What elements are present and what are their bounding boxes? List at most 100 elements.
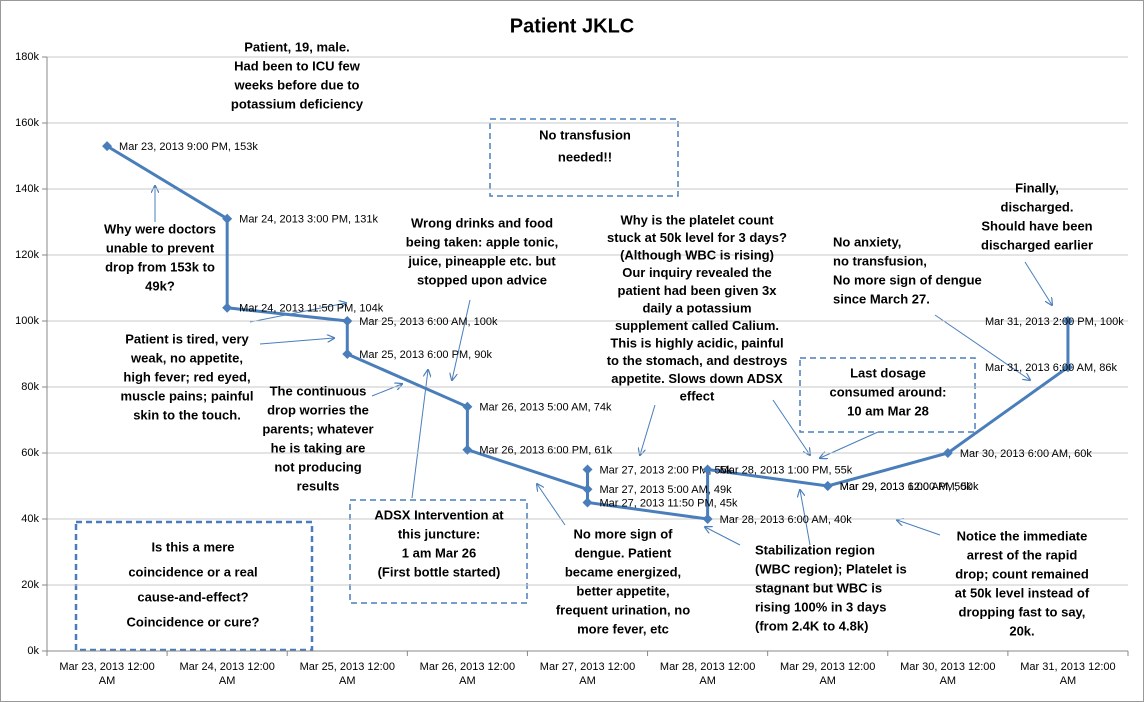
annotation: supplement called Calium. — [615, 318, 779, 333]
data-point — [462, 401, 473, 412]
annotation: Is this a mere — [151, 539, 234, 554]
annotation: not producing — [274, 459, 361, 474]
annotation: weeks before due to — [234, 77, 360, 92]
annotation: Patient, 19, male. — [244, 39, 350, 54]
annotation: weak, no appetite, — [130, 350, 243, 365]
data-label: Mar 28, 2013 6:00 AM, 40k — [720, 514, 853, 526]
data-point — [342, 349, 353, 359]
annotation: 1 am Mar 26 — [402, 545, 476, 560]
x-tick-label: Mar 28, 2013 12:00 AM — [659, 661, 756, 687]
x-tick-label: Mar 29, 2013 12:00 AM — [780, 661, 876, 687]
annotation: stagnant but WBC is — [755, 580, 882, 595]
x-tick-label: Mar 27, 2013 12:00 AM — [539, 661, 636, 687]
annotation: results — [297, 478, 340, 493]
annotation: needed!! — [558, 149, 612, 164]
annotation: (from 2.4K to 4.8k) — [755, 618, 868, 633]
y-tick-label: 40k — [21, 513, 39, 525]
data-point — [462, 444, 473, 455]
data-label: Mar 27, 2013 11:50 PM, 45k — [600, 497, 738, 509]
data-label: Mar 29, 2013 12:00 PM, 50k — [840, 481, 979, 493]
annotation: discharged. — [1001, 199, 1074, 214]
y-tick-label: 60k — [21, 447, 39, 459]
annotation: Patient is tired, very — [125, 331, 249, 346]
data-label: Mar 29, 2013 6:00 AM, 50k — [840, 481, 973, 493]
annotation: discharged earlier — [981, 237, 1093, 252]
data-label: Mar 27, 2013 2:00 PM, 55k — [600, 464, 733, 476]
annotation: cause-and-effect? — [137, 589, 248, 604]
annotation: Wrong drinks and food — [411, 215, 553, 230]
annotation: coincidence or a real — [128, 564, 257, 579]
data-point — [582, 464, 593, 475]
x-tick-label: Mar 25, 2013 12:00 AM — [299, 661, 395, 687]
chart-title: Patient JKLC — [510, 15, 634, 37]
data-label: Mar 23, 2013 9:00 PM, 153k — [119, 141, 258, 153]
annotation: No more sign of — [574, 526, 674, 541]
annotation: dengue. Patient — [575, 545, 672, 560]
annotation: juice, pineapple etc. but — [407, 253, 556, 268]
annotation: Why is the platelet count — [620, 212, 774, 227]
data-label: Mar 31, 2013 6:00 AM, 86k — [985, 362, 1118, 374]
data-point — [222, 213, 233, 224]
data-point — [822, 481, 833, 491]
annotation: skin to the touch. — [133, 407, 241, 422]
annotation: ADSX Intervention at — [374, 507, 504, 522]
y-tick-label: 80k — [21, 381, 39, 393]
y-tick-label: 140k — [15, 183, 39, 195]
x-tick-label: Mar 26, 2013 12:00 AM — [419, 661, 516, 687]
annotation: Coincidence or cure? — [127, 614, 260, 629]
annotation: Last dosage — [850, 365, 926, 380]
annotation: became energized, — [565, 564, 681, 579]
data-label: Mar 24, 2013 3:00 PM, 131k — [239, 214, 378, 226]
data-label: Mar 26, 2013 6:00 PM, 61k — [479, 445, 612, 457]
annotation: since March 27. — [833, 291, 930, 306]
y-tick-label: 120k — [15, 249, 39, 261]
annotation: this juncture: — [398, 526, 480, 541]
annotation: Stabilization region — [755, 542, 875, 557]
y-tick-label: 180k — [15, 51, 39, 63]
annotation: No anxiety, — [833, 234, 901, 249]
annotation: dropping fast to say, — [959, 604, 1086, 619]
annotation: 20k. — [1009, 623, 1034, 638]
data-point — [582, 497, 593, 508]
data-point — [342, 316, 353, 326]
annotation: at 50k level instead of — [955, 585, 1090, 600]
annotation: effect — [680, 388, 715, 403]
annotation: Finally, — [1015, 180, 1059, 195]
data-label: Mar 26, 2013 5:00 AM, 74k — [479, 402, 612, 414]
annotation: (First bottle started) — [378, 564, 501, 579]
annotation: arrest of the rapid — [967, 547, 1078, 562]
data-label: Mar 25, 2013 6:00 PM, 90k — [359, 349, 492, 361]
annotation: high fever; red eyed, — [123, 369, 250, 384]
annotation: Should have been — [981, 218, 1092, 233]
annotation: being taken: apple tonic, — [406, 234, 558, 249]
annotation: stuck at 50k level for 3 days? — [607, 230, 787, 245]
annotation: 49k? — [145, 278, 175, 293]
annotation: (WBC region); Platelet is — [755, 561, 907, 576]
x-tick-label: Mar 31, 2013 12:00 AM — [1020, 661, 1116, 687]
annotation: he is taking are — [271, 440, 366, 455]
annotation: patient had been given 3x — [618, 283, 778, 298]
x-tick-label: Mar 24, 2013 12:00 AM — [179, 661, 275, 687]
annotation: muscle pains; painful — [121, 388, 254, 403]
annotation: The continuous — [270, 383, 367, 398]
data-point — [702, 514, 713, 524]
annotation: daily a potassium — [642, 300, 751, 315]
annotation: (Although WBC is rising) — [620, 248, 774, 263]
data-label: Mar 25, 2013 6:00 AM, 100k — [359, 316, 498, 328]
annotation: drop from 153k to — [105, 259, 215, 274]
y-tick-label: 100k — [15, 315, 39, 327]
data-label: Mar 27, 2013 5:00 AM, 49k — [600, 484, 733, 496]
data-point — [222, 302, 233, 313]
x-tick-label: Mar 30, 2013 12:00 AM — [900, 661, 996, 687]
data-point — [702, 464, 713, 475]
data-point — [942, 448, 953, 458]
annotation: unable to prevent — [106, 240, 215, 255]
data-label: Mar 24, 2013 11:50 PM, 104k — [239, 303, 384, 315]
annotation: This is highly acidic, painful — [610, 336, 783, 351]
annotation: potassium deficiency — [231, 96, 364, 111]
annotation: 10 am Mar 28 — [847, 403, 929, 418]
annotation: Had been to ICU few — [234, 58, 361, 73]
annotation: better appetite, — [576, 583, 669, 598]
